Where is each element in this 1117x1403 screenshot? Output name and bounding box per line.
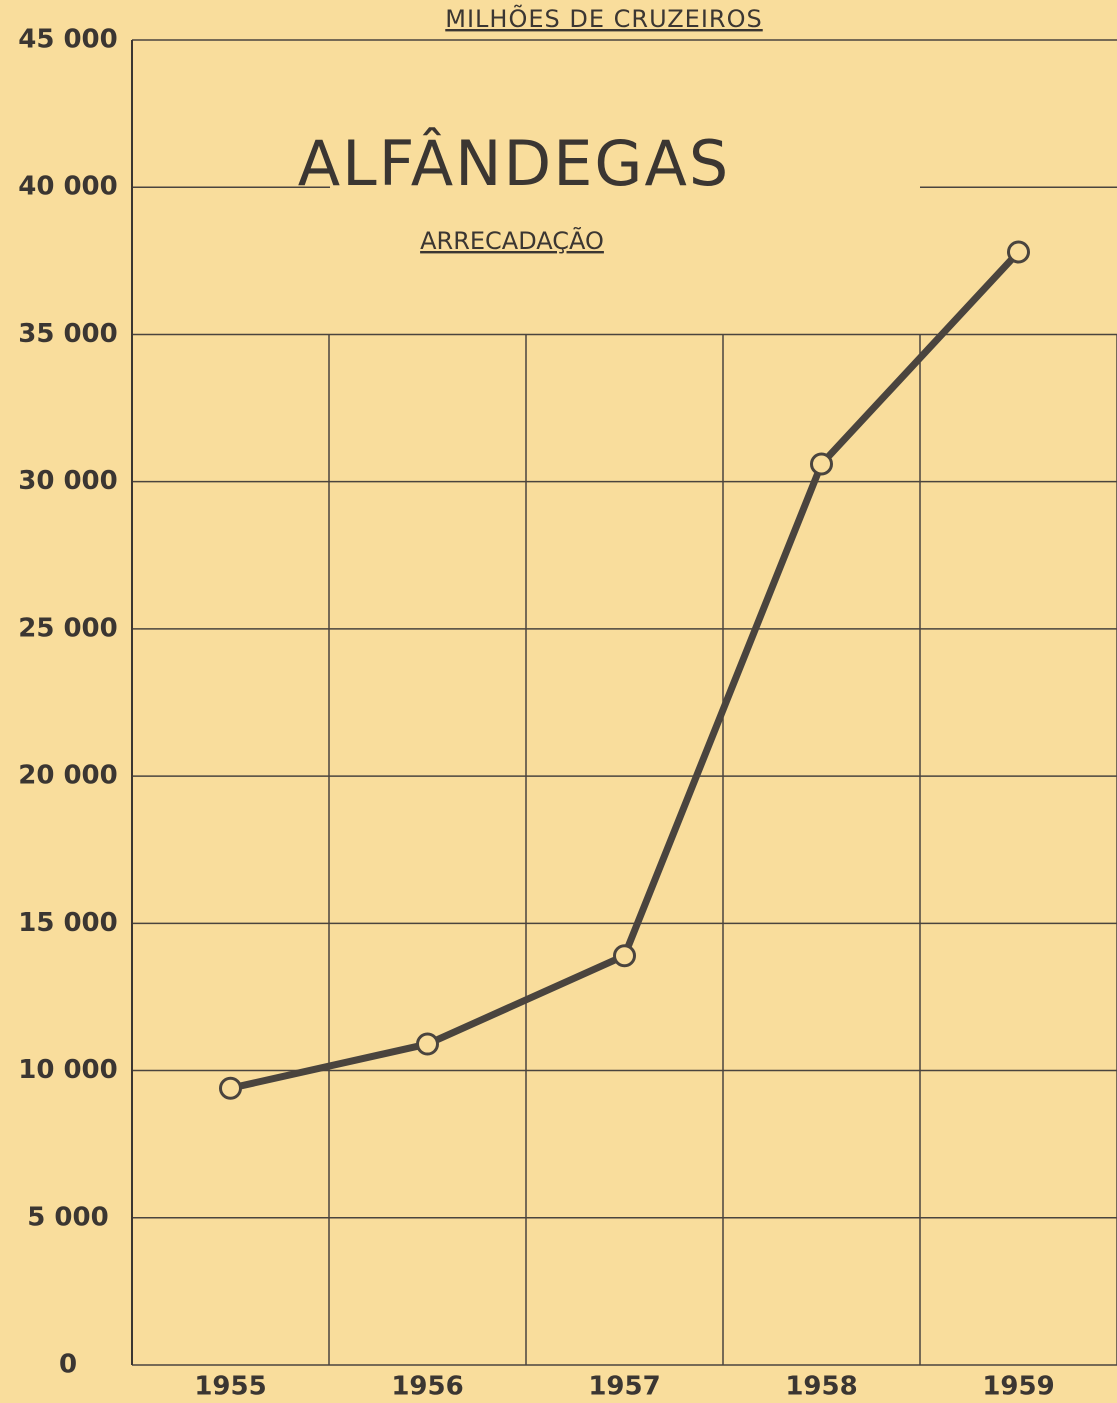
y-tick-label: 35 000 [18,319,118,349]
y-tick-label: 40 000 [18,172,118,202]
y-tick-label: 10 000 [18,1055,118,1085]
x-tick-label: 1955 [194,1372,266,1402]
y-tick-label: 25 000 [18,613,118,643]
y-tick-label: 5 000 [27,1202,108,1232]
x-tick-label: 1958 [785,1372,857,1402]
y-axis-label: MILHÕES DE CRUZEIROS [445,3,762,33]
point [1009,242,1029,262]
point [221,1078,241,1098]
chart: MILHÕES DE CRUZEIROS ALFÂNDEGAS ARRECADA… [0,0,1117,1403]
chart-subtitle: ARRECADAÇÃO [420,225,604,255]
chart-title: ALFÂNDEGAS [298,126,730,200]
point [812,454,832,474]
y-tick-label: 45 000 [18,25,118,55]
y-tick-label: 30 000 [18,466,118,496]
point [418,1034,438,1054]
x-tick-label: 1957 [588,1372,660,1402]
y-tick-label: 20 000 [18,761,118,791]
x-tick-label: 1956 [391,1372,463,1402]
y-tick-label: 15 000 [18,908,118,938]
y-tick-label: 0 [59,1350,77,1380]
point [615,946,635,966]
x-tick-label: 1959 [982,1372,1054,1402]
